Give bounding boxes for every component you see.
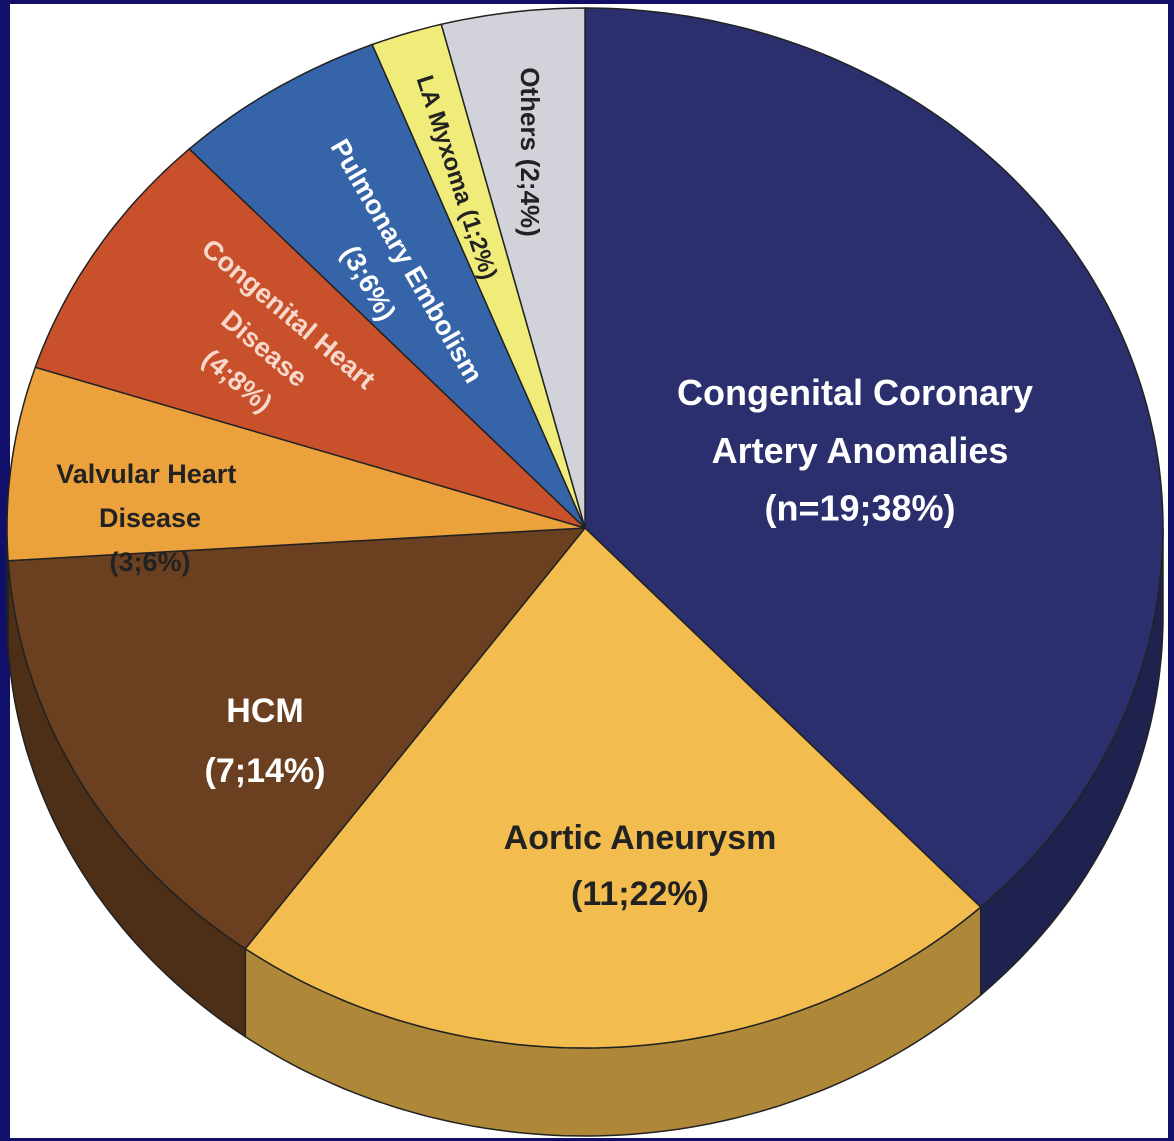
slice [244, 526, 982, 1049]
slice [188, 43, 586, 529]
slice [34, 147, 586, 529]
category-label-line: Congenital Coronary [677, 372, 1043, 413]
slice-label: HCM (7;14%) [205, 692, 326, 790]
category-label: HCM [226, 692, 303, 730]
value-label: (2;4%) [515, 159, 545, 237]
slice-label: Aortic Aneurysm (11;22%) [504, 819, 777, 913]
pie-tops [6, 7, 1164, 1049]
value-label: (11;22%) [571, 875, 709, 913]
slice-label: Congenital Coronary Artery Anomalies (n=1… [677, 372, 1043, 529]
slice [371, 23, 586, 529]
slice-label: Others (2;4%) [515, 67, 545, 237]
slice [7, 527, 587, 950]
slice-label: Valvular Heart Disease (3;6%) [56, 459, 244, 577]
category-label-line: Aortic Aneurysm [504, 819, 777, 857]
category-label: Aortic Aneurysm [504, 819, 777, 857]
category-label-line: Valvular Heart [56, 459, 244, 489]
slice-label-text: Others (2;4%) [515, 67, 545, 237]
value-label: (n=19;38%) [764, 488, 955, 529]
category-label-line: Artery Anomalies [712, 430, 1009, 471]
category-label-line: Disease [99, 503, 201, 533]
category-label: Congenital Coronary Artery Anomalies [677, 372, 1043, 471]
slice [584, 7, 1164, 909]
value-label: (3;6%) [109, 547, 190, 577]
slice [6, 366, 586, 562]
slice [440, 7, 586, 529]
category-label: Others [515, 67, 545, 151]
category-label: Valvular Heart Disease [56, 459, 244, 533]
category-label-line: HCM [226, 692, 303, 730]
value-label: (7;14%) [205, 752, 326, 790]
